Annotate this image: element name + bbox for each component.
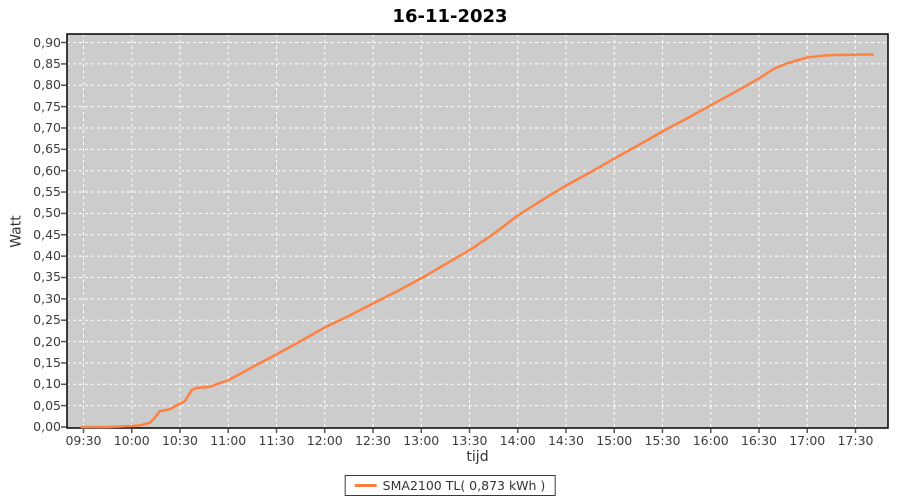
y-tick-label: 0,65 [33,141,61,157]
y-tick-label: 0,10 [33,376,61,392]
x-tick-label: 17:00 [789,433,826,448]
y-tick-label: 0,40 [33,248,61,264]
x-axis-title: tijd [466,449,489,465]
x-tick-label: 10:30 [161,433,198,448]
y-tick-label: 0,55 [33,184,61,200]
y-tick-label: 0,50 [33,205,61,221]
y-tick-label: 0,20 [33,333,61,349]
y-tick-label: 0,75 [33,98,61,114]
legend-label: SMA2100 TL( 0,873 kWh ) [382,478,546,493]
x-tick-label: 11:00 [210,433,247,448]
x-tick-label: 09:30 [65,433,102,448]
plot-area-background [67,34,888,428]
x-tick-label: 15:00 [596,433,633,448]
y-tick-label: 0,85 [33,55,61,71]
x-tick-label: 12:00 [306,433,343,448]
y-tick-label: 0,80 [33,77,61,93]
x-tick-label: 14:00 [499,433,536,448]
y-tick-label: 0,35 [33,269,61,285]
x-tick-label: 16:00 [692,433,729,448]
y-tick-label: 0,00 [33,419,61,434]
y-tick-label: 0,60 [33,162,61,178]
legend: SMA2100 TL( 0,873 kWh ) [344,475,556,496]
legend-line-swatch [354,484,377,487]
y-axis-title: Watt [8,215,25,248]
y-tick-label: 0,15 [33,354,61,370]
x-tick-label: 17:30 [837,433,874,448]
x-tick-label: 13:30 [451,433,488,448]
y-tick-label: 0,70 [33,119,61,135]
x-tick-label: 16:30 [740,433,777,448]
x-tick-label: 11:30 [258,433,295,448]
series-line [80,53,875,429]
plot-border [66,33,889,429]
y-tick-label: 0,90 [33,34,61,50]
y-tick-label: 0,05 [33,397,61,413]
x-tick-label: 13:00 [403,433,440,448]
x-tick-label: 12:30 [354,433,391,448]
chart-title: 16-11-2023 [392,6,508,27]
y-tick-label: 0,25 [33,312,61,328]
y-tick-label: 0,30 [33,290,61,306]
x-tick-label: 15:30 [644,433,681,448]
y-tick-label: 0,45 [33,226,61,242]
x-tick-label: 10:00 [113,433,150,448]
x-tick-label: 14:30 [547,433,584,448]
